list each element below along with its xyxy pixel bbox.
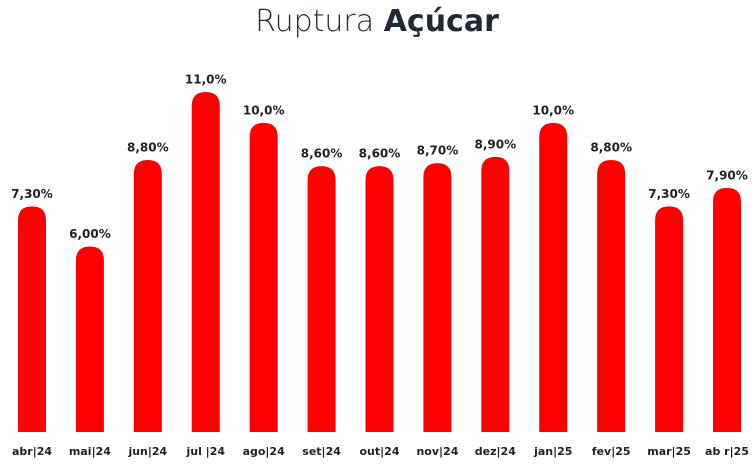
bar (539, 122, 568, 432)
value-label: 8,80% (590, 141, 632, 155)
value-label: 8,60% (359, 147, 401, 161)
value-label: 8,70% (417, 144, 459, 158)
x-tick-label: dez|24 (475, 445, 516, 458)
x-tick-label: ab r|25 (705, 445, 749, 458)
bar (481, 156, 510, 432)
value-label: 7,30% (648, 187, 690, 201)
value-label: 8,60% (301, 147, 343, 161)
bar (133, 160, 162, 432)
chart-title: Ruptura Açúcar (255, 4, 499, 39)
value-label: 7,30% (11, 187, 53, 201)
value-label: 8,90% (475, 137, 517, 151)
value-label: 8,80% (127, 141, 169, 155)
bar (249, 122, 278, 432)
title-bold: Açúcar (384, 4, 499, 39)
x-tick-label: fev|25 (592, 445, 631, 458)
bar (713, 187, 741, 432)
x-tick-label: set|24 (302, 445, 341, 458)
bar (655, 206, 684, 432)
value-label: 10,0% (532, 103, 574, 117)
x-tick-label: out|24 (360, 445, 400, 458)
value-label: 10,0% (243, 103, 285, 117)
x-tick-label: jun|24 (127, 445, 167, 458)
value-label: 7,90% (706, 168, 748, 182)
bar (18, 206, 46, 432)
bar (423, 163, 452, 432)
x-tick-label: mar|25 (647, 445, 691, 458)
x-tick-label: nov|24 (416, 445, 458, 458)
x-tick-label: mai|24 (69, 445, 111, 458)
bar (191, 92, 220, 432)
value-label: 6,00% (69, 227, 111, 241)
bar (365, 166, 394, 432)
x-tick-label: jul |24 (185, 445, 225, 458)
x-tick-label: ago|24 (243, 445, 286, 458)
title-light: Ruptura (255, 4, 374, 39)
value-label: 11,0% (185, 73, 227, 87)
bar (75, 246, 104, 432)
x-tick-label: abr|24 (12, 445, 52, 458)
x-tick-label: jan|25 (533, 445, 572, 458)
bar (597, 160, 626, 432)
bar (307, 166, 336, 432)
